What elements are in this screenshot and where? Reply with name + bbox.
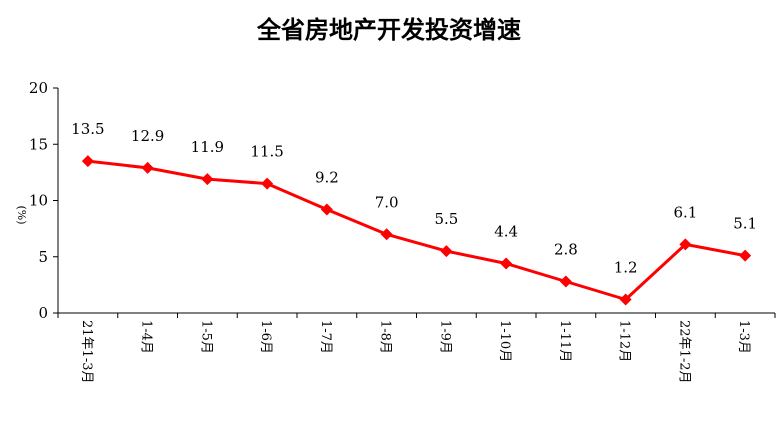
data-label: 11.9: [191, 138, 224, 156]
y-axis-label: (%): [15, 205, 28, 224]
x-tick-label: 1-8月: [378, 320, 393, 354]
data-point-marker: [201, 173, 214, 186]
data-point-marker: [380, 228, 393, 241]
data-point-marker: [500, 257, 513, 270]
data-point-marker: [679, 238, 692, 251]
data-point-marker: [440, 245, 453, 258]
chart-title: 全省房地产开发投资增速: [256, 16, 521, 44]
data-label: 12.9: [131, 127, 164, 145]
data-label: 7.0: [375, 193, 399, 211]
y-tick-label: 0: [38, 304, 48, 322]
series-line-group: [81, 155, 752, 306]
x-tick-label: 1-4月: [139, 320, 154, 354]
data-label: 11.5: [250, 143, 283, 161]
y-tick-label: 15: [29, 135, 48, 153]
data-label: 9.2: [315, 169, 339, 187]
data-label: 4.4: [494, 223, 518, 241]
data-point-marker: [619, 293, 632, 306]
x-tick-label: 21年1-3月: [79, 320, 94, 383]
y-tick-label: 5: [38, 248, 48, 266]
y-tick-label: 20: [29, 79, 48, 97]
x-tick-label: 1-12月: [617, 320, 632, 362]
data-point-marker: [739, 249, 752, 262]
x-tick-label: 1-10月: [497, 320, 512, 362]
data-labels: 13.5 12.9 11.9 11.5 9.2 7.0 5.5 4.4 2.8 1.2 6.1 5.1: [71, 120, 757, 276]
data-label: 13.5: [71, 120, 104, 138]
data-point-marker: [559, 275, 572, 288]
data-point-marker: [320, 203, 333, 216]
data-label: 2.8: [554, 241, 578, 259]
series-line: [87, 159, 746, 301]
data-point-marker: [81, 155, 94, 168]
data-label: 1.2: [614, 259, 638, 277]
x-tick-label: 1-11月: [557, 320, 572, 362]
data-label: 5.1: [733, 215, 757, 233]
y-axis-ticks: 0 5 10 15 20: [29, 79, 58, 322]
y-tick-label: 10: [29, 192, 48, 210]
data-label: 5.5: [434, 210, 458, 228]
data-point-marker: [261, 177, 274, 190]
x-tick-label: 1-6月: [258, 320, 273, 354]
x-tick-label: 1-3月: [736, 320, 751, 354]
x-tick-label: 22年1-2月: [676, 320, 691, 383]
x-tick-label: 1-7月: [318, 320, 333, 354]
x-tick-label: 1-5月: [198, 320, 213, 354]
data-point-marker: [141, 161, 154, 174]
axes: [57, 88, 775, 314]
x-tick-label: 1-9月: [437, 320, 452, 354]
data-label: 6.1: [673, 203, 697, 221]
x-axis-ticks: 21年1-3月 1-4月 1-5月 1-6月 1-7月 1-8月 1-9月 1-10月 1-11…: [57, 313, 776, 383]
